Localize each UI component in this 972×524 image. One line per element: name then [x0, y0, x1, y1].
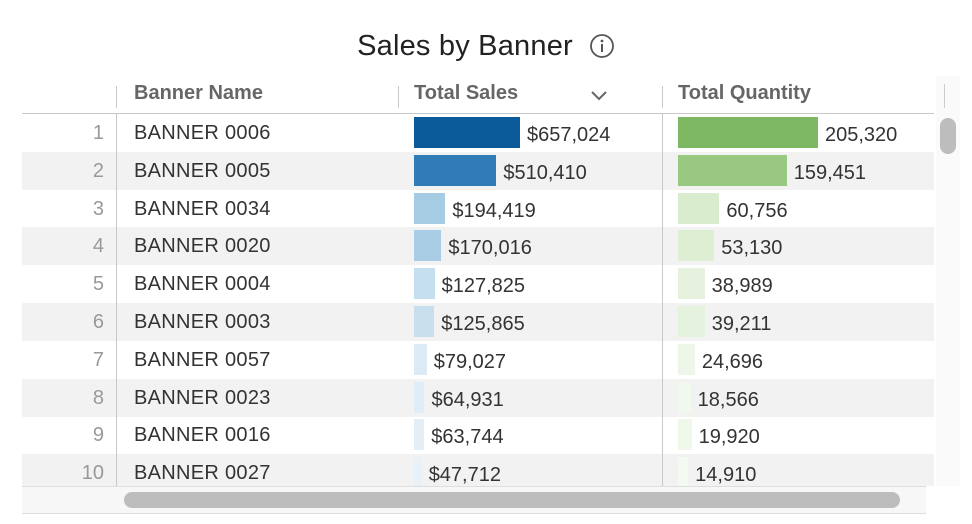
- banner-name-cell: BANNER 0034: [134, 197, 271, 220]
- quantity-value: 38,989: [711, 275, 773, 298]
- sales-value: $63,744: [431, 426, 504, 449]
- row-index: 8: [92, 386, 104, 409]
- chevron-down-icon[interactable]: [590, 89, 608, 101]
- banner-name-cell: BANNER 0027: [134, 462, 271, 485]
- sales-value: $170,016: [448, 237, 532, 260]
- sales-bar: [414, 419, 425, 451]
- sales-bar: [414, 343, 427, 375]
- column-separator[interactable]: [662, 86, 663, 108]
- vertical-scrollbar-thumb[interactable]: [940, 118, 956, 154]
- row-index: 4: [92, 235, 104, 258]
- table-row[interactable]: 1 BANNER 0006 $657,024 205,320: [22, 114, 934, 152]
- sales-bar: [414, 457, 422, 486]
- row-index: 5: [92, 273, 104, 296]
- header-banner-name[interactable]: Banner Name: [134, 82, 263, 104]
- sales-bar: [414, 192, 446, 224]
- quantity-bar: [678, 457, 689, 486]
- sales-value: $510,410: [503, 161, 587, 184]
- quantity-value: 53,130: [721, 237, 783, 260]
- quantity-bar: [678, 154, 787, 186]
- column-separator: [944, 84, 945, 108]
- table-row[interactable]: 3 BANNER 0034 $194,419 60,756: [22, 190, 934, 228]
- sales-value: $194,419: [452, 199, 536, 222]
- quantity-value: 205,320: [825, 124, 898, 146]
- table-row[interactable]: 6 BANNER 0003 $125,865 39,211: [22, 303, 934, 341]
- data-grid: Banner Name Total Sales Total Quantity 1…: [22, 76, 934, 486]
- quantity-bar: [678, 381, 691, 413]
- banner-name-cell: BANNER 0005: [134, 159, 271, 182]
- quantity-value: 19,920: [698, 426, 760, 449]
- sales-bar: [414, 381, 425, 413]
- row-index: 3: [92, 197, 104, 220]
- row-index: 1: [92, 122, 104, 144]
- sales-bar: [414, 117, 520, 148]
- row-index: 2: [92, 159, 104, 182]
- quantity-bar: [678, 192, 720, 224]
- quantity-bar: [678, 343, 695, 375]
- banner-name-cell: BANNER 0057: [134, 348, 271, 371]
- row-index: 6: [92, 311, 104, 333]
- quantity-bar: [678, 268, 705, 300]
- table-row[interactable]: 8 BANNER 0023 $64,931 18,566: [22, 378, 934, 417]
- column-separator[interactable]: [398, 86, 399, 108]
- page-title: Sales by Banner: [357, 29, 573, 62]
- quantity-bar: [678, 306, 705, 337]
- table-row[interactable]: 9 BANNER 0016 $63,744 19,920: [22, 416, 934, 454]
- table-row[interactable]: 10 BANNER 0027 $47,712 14,910: [22, 454, 934, 486]
- column-divider: [662, 113, 663, 486]
- quantity-value: 14,910: [695, 464, 757, 486]
- column-divider: [116, 113, 117, 486]
- column-separator[interactable]: [116, 86, 117, 108]
- quantity-value: 39,211: [711, 313, 772, 335]
- quantity-value: 18,566: [697, 388, 759, 411]
- row-index: 7: [92, 348, 104, 371]
- table-row[interactable]: 2 BANNER 0005 $510,410 159,451: [22, 151, 934, 190]
- sales-value: $127,825: [441, 275, 526, 298]
- quantity-bar: [678, 117, 818, 148]
- quantity-value: 60,756: [726, 199, 788, 222]
- quantity-bar: [678, 419, 692, 451]
- grid-header: Banner Name Total Sales Total Quantity: [22, 76, 934, 114]
- sales-bar: [414, 268, 435, 300]
- chart-title-row: Sales by Banner: [0, 26, 972, 66]
- header-total-sales[interactable]: Total Sales: [414, 82, 519, 104]
- sales-value: $125,865: [441, 313, 525, 335]
- quantity-value: 159,451: [793, 161, 867, 184]
- quantity-value: 24,696: [701, 350, 763, 373]
- banner-name-cell: BANNER 0023: [134, 386, 271, 409]
- banner-name-cell: BANNER 0003: [134, 311, 271, 333]
- sales-value: $79,027: [433, 350, 507, 373]
- sales-bar: [414, 306, 435, 337]
- table-row[interactable]: 7 BANNER 0057 $79,027 24,696: [22, 341, 934, 379]
- info-icon[interactable]: [589, 33, 615, 59]
- banner-name-cell: BANNER 0004: [134, 273, 271, 296]
- quantity-bar: [678, 230, 715, 262]
- row-index: 10: [81, 462, 104, 485]
- banner-name-cell: BANNER 0020: [134, 235, 271, 258]
- sales-bar: [414, 154, 497, 186]
- table-row[interactable]: 5 BANNER 0004 $127,825 38,989: [22, 265, 934, 303]
- banner-name-cell: BANNER 0016: [134, 424, 271, 447]
- banner-name-cell: BANNER 0006: [134, 122, 271, 144]
- row-index: 9: [92, 424, 104, 447]
- sales-value: $47,712: [428, 464, 501, 486]
- sales-value: $657,024: [527, 124, 611, 146]
- header-total-quantity[interactable]: Total Quantity: [678, 82, 811, 104]
- horizontal-scrollbar-thumb[interactable]: [124, 492, 900, 508]
- sales-value: $64,931: [431, 388, 504, 411]
- table-row[interactable]: 4 BANNER 0020 $170,016 53,130: [22, 227, 934, 266]
- sales-bar: [414, 230, 442, 262]
